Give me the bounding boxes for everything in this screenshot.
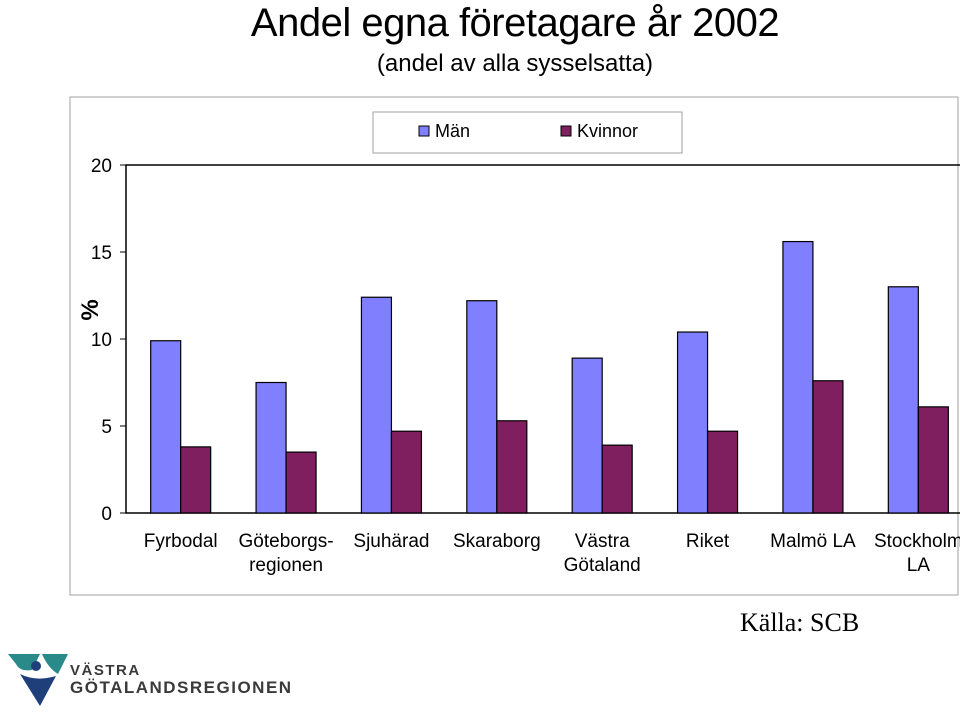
y-tick-label: 15 bbox=[91, 243, 112, 264]
bar-kvinnor bbox=[812, 380, 844, 514]
logo-text-line2: GÖTALANDSREGIONEN bbox=[70, 678, 293, 697]
chart-subtitle: (andel av alla sysselsatta) bbox=[376, 50, 654, 77]
vastra-gotalandsregionen-logo-icon bbox=[8, 654, 68, 706]
bar-kvinnor bbox=[601, 444, 633, 514]
legend: Män Kvinnor bbox=[372, 111, 683, 154]
bar-man bbox=[466, 300, 498, 514]
bar-man bbox=[887, 286, 919, 514]
bar-man bbox=[255, 381, 287, 514]
x-tick-label: Skaraborg bbox=[453, 531, 541, 552]
bar-man bbox=[782, 240, 814, 514]
bar-man bbox=[360, 296, 393, 514]
bar-kvinnor bbox=[285, 451, 317, 514]
bar-kvinnor bbox=[496, 420, 528, 514]
chart-title: Andel egna företagare år 2002 bbox=[250, 1, 780, 45]
bar-chart: 0 5 10 15 20% Fyrbodal Göteborgs-regionen Sjuhä… bbox=[69, 96, 960, 596]
legend-swatch bbox=[418, 125, 430, 137]
x-tick-label: Västra bbox=[575, 531, 630, 552]
x-tick-label: Fyrbodal bbox=[144, 531, 218, 552]
bar-man bbox=[150, 340, 182, 514]
bar-kvinnor bbox=[180, 446, 212, 514]
x-tick-label: Göteborgs- bbox=[239, 531, 334, 552]
x-tick-label: regionen bbox=[249, 555, 323, 576]
plot-area: 0 5 10 15 20% Fyrbodal Göteborgs-regionen Sjuhä… bbox=[77, 156, 960, 576]
bar-kvinnor bbox=[917, 406, 949, 514]
x-tick-label: Sjuhärad bbox=[353, 531, 429, 552]
x-tick-label: Stockholm bbox=[874, 531, 960, 552]
source-note: Källa: SCB bbox=[740, 608, 860, 637]
y-tick-label: 0 bbox=[101, 504, 112, 525]
legend-swatch bbox=[560, 125, 572, 137]
x-tick-label: Malmö LA bbox=[770, 531, 856, 552]
x-tick-label: Götaland bbox=[564, 555, 641, 576]
y-tick-label: 10 bbox=[91, 330, 112, 351]
x-tick-label: Riket bbox=[686, 531, 730, 552]
y-axis-label: % bbox=[77, 299, 104, 320]
legend-label: Kvinnor bbox=[577, 121, 638, 141]
x-tick-label: LA bbox=[907, 555, 931, 576]
bar-kvinnor bbox=[390, 430, 423, 514]
bar-kvinnor bbox=[706, 430, 739, 514]
legend-label: Män bbox=[435, 121, 470, 141]
logo-text-line1: VÄSTRA bbox=[70, 662, 141, 679]
bar-man bbox=[571, 357, 603, 514]
chart-area-border bbox=[69, 96, 959, 596]
y-tick-label: 20 bbox=[91, 156, 112, 177]
y-tick-label: 5 bbox=[101, 417, 112, 438]
bar-man bbox=[676, 331, 709, 514]
